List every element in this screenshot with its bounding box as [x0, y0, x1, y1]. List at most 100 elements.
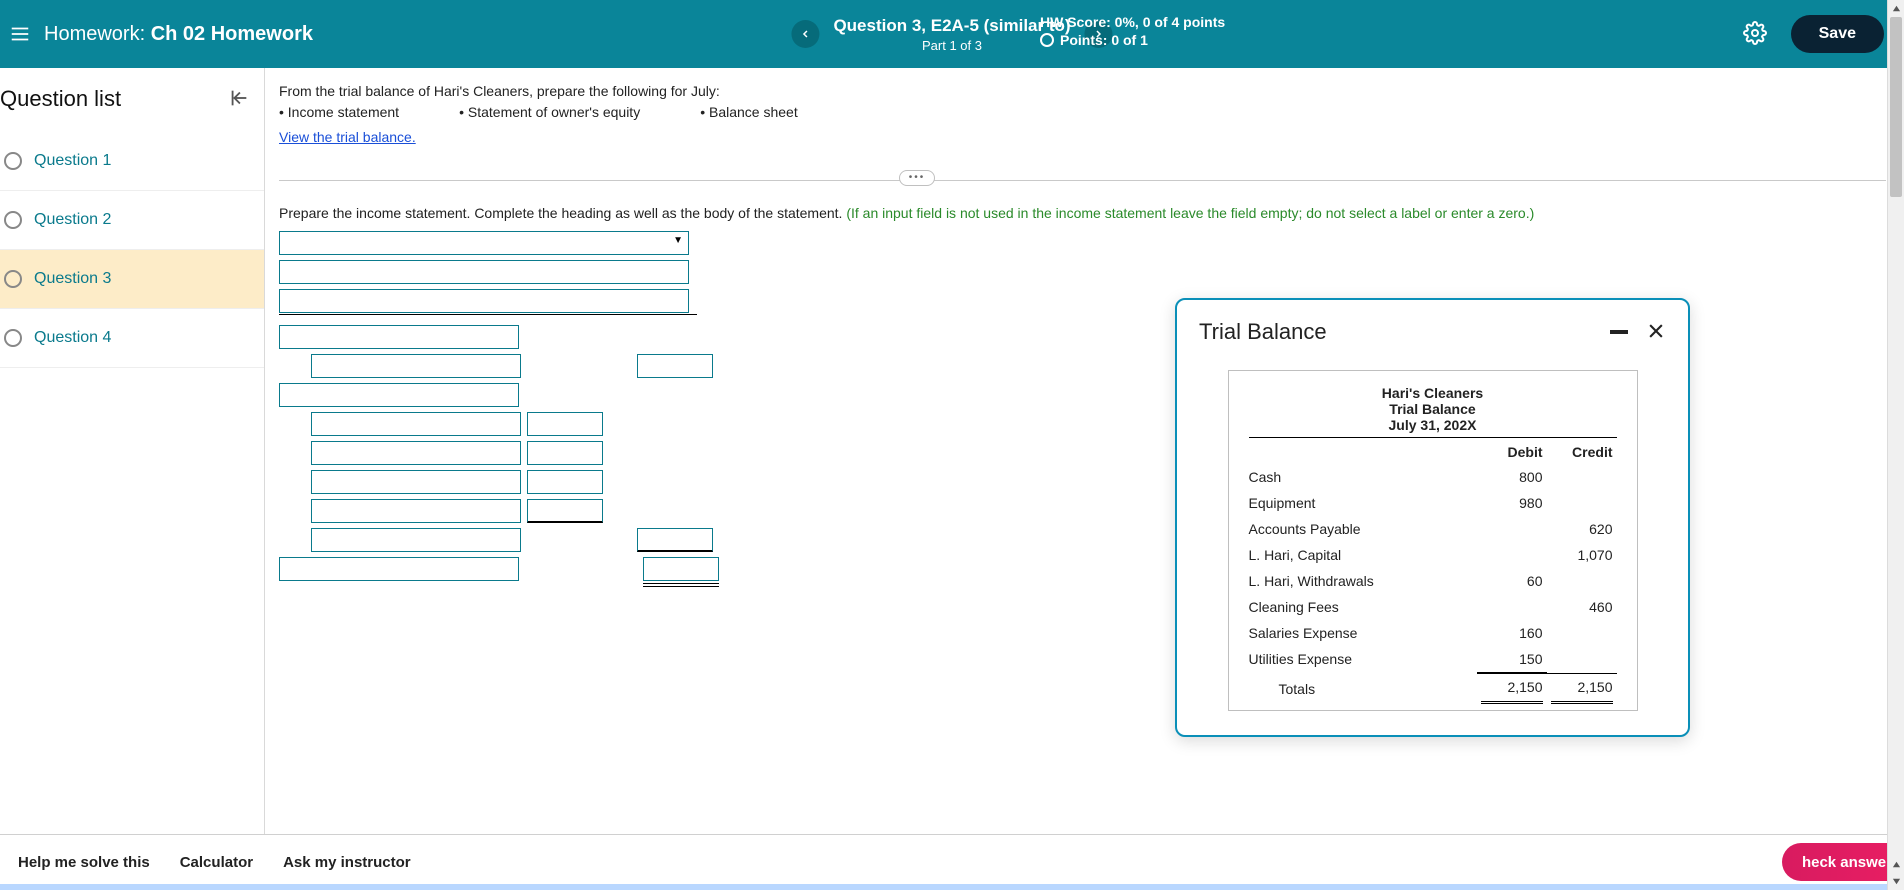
prev-question-button[interactable]: [791, 20, 819, 48]
heading-input-3[interactable]: [279, 289, 689, 313]
top-bar: Homework: Ch 02 Homework Question 3, E2A…: [0, 0, 1904, 68]
expense-amount-input-3[interactable]: [527, 470, 603, 494]
expense-label-input-3[interactable]: [311, 470, 521, 494]
expense-amount-input-2[interactable]: [527, 441, 603, 465]
question-list-sidebar: Question list Question 1 Question 2 Questi…: [0, 68, 265, 890]
instruction-bullet: Income statement: [279, 103, 399, 122]
window-scrollbar[interactable]: [1887, 0, 1904, 890]
tb-credit: [1547, 620, 1617, 646]
trial-balance-popup: Trial Balance Hari's Cleaners Trial Bala…: [1175, 298, 1690, 737]
sidebar-item-label: Question 3: [34, 270, 111, 288]
net-income-amount-input[interactable]: [643, 557, 719, 581]
expense-section-label-input[interactable]: [279, 383, 519, 407]
tb-debit: [1477, 516, 1547, 542]
tb-col-credit: Credit: [1547, 438, 1617, 464]
prepare-hint: (If an input field is not used in the in…: [846, 205, 1534, 221]
tb-credit: [1547, 568, 1617, 594]
scroll-down-icon[interactable]: [1888, 873, 1904, 890]
tb-debit: 160: [1477, 620, 1547, 646]
popup-title: Trial Balance: [1199, 319, 1327, 345]
prepare-text: Prepare the income statement. Complete t…: [279, 205, 846, 221]
save-button[interactable]: Save: [1791, 15, 1884, 53]
status-circle-icon: [4, 211, 22, 229]
tb-company: Hari's Cleaners: [1249, 385, 1617, 401]
tb-col-debit: Debit: [1477, 438, 1547, 464]
tb-total-credit: 2,150: [1547, 673, 1617, 702]
expand-icon[interactable]: •••: [899, 170, 935, 186]
tb-account: Equipment: [1249, 490, 1477, 516]
calculator-link[interactable]: Calculator: [180, 854, 253, 871]
total-expenses-amount-input[interactable]: [637, 528, 713, 552]
tb-debit: 800: [1477, 464, 1547, 490]
help-me-solve-link[interactable]: Help me solve this: [18, 854, 150, 871]
expense-amount-input-4[interactable]: [527, 499, 603, 523]
expense-label-input-1[interactable]: [311, 412, 521, 436]
homework-prefix: Homework:: [44, 23, 151, 45]
sidebar-item-label: Question 2: [34, 211, 111, 229]
menu-icon[interactable]: [0, 23, 40, 45]
question-content: From the trial balance of Hari's Cleaner…: [265, 68, 1904, 890]
scroll-thumb[interactable]: [1890, 17, 1902, 197]
net-income-label-input[interactable]: [279, 557, 519, 581]
sidebar-item-label: Question 4: [34, 329, 111, 347]
tb-totals-label: Totals: [1249, 673, 1477, 702]
sidebar-item-label: Question 1: [34, 152, 111, 170]
heading-select-1[interactable]: [279, 231, 689, 255]
tb-total-debit: 2,150: [1477, 673, 1547, 702]
hw-score: HW Score: 0%, 0 of 4 points: [1040, 14, 1225, 30]
points-status-icon: [1040, 33, 1054, 47]
prepare-instruction: Prepare the income statement. Complete t…: [279, 205, 1886, 221]
scroll-up2-icon[interactable]: [1888, 856, 1904, 873]
total-expenses-label-input[interactable]: [311, 528, 521, 552]
tb-credit: 460: [1547, 594, 1617, 620]
instructions: From the trial balance of Hari's Cleaner…: [279, 82, 1886, 147]
tb-debit: 60: [1477, 568, 1547, 594]
tb-debit: 980: [1477, 490, 1547, 516]
status-circle-icon: [4, 329, 22, 347]
tb-account: L. Hari, Capital: [1249, 542, 1477, 568]
help-bar: Help me solve this Calculator Ask my ins…: [0, 834, 1904, 890]
expense-label-input-4[interactable]: [311, 499, 521, 523]
collapse-sidebar-icon[interactable]: [228, 87, 250, 112]
status-circle-icon: [4, 152, 22, 170]
homework-name: Ch 02 Homework: [151, 23, 313, 45]
gear-icon[interactable]: [1743, 21, 1767, 48]
scroll-track[interactable]: [1888, 17, 1904, 856]
close-icon[interactable]: [1646, 321, 1666, 344]
section-label-input[interactable]: [279, 325, 519, 349]
view-trial-balance-link[interactable]: View the trial balance.: [279, 128, 416, 147]
score-block: HW Score: 0%, 0 of 4 points Points: 0 of…: [1040, 14, 1225, 48]
expense-amount-input-1[interactable]: [527, 412, 603, 436]
instruction-bullet: Statement of owner's equity: [459, 103, 640, 122]
tb-report: Trial Balance: [1249, 401, 1617, 417]
expense-label-input-2[interactable]: [311, 441, 521, 465]
tb-credit: [1547, 464, 1617, 490]
revenue-label-input[interactable]: [311, 354, 521, 378]
points-line: Points: 0 of 1: [1060, 32, 1148, 48]
heading-input-2[interactable]: [279, 260, 689, 284]
tb-account: Cleaning Fees: [1249, 594, 1477, 620]
tb-debit: 150: [1477, 646, 1547, 673]
sidebar-item-question[interactable]: Question 1: [0, 132, 264, 191]
question-title: Question 3, E2A-5 (similar to): [833, 16, 1070, 36]
revenue-amount-input[interactable]: [637, 354, 713, 378]
homework-title: Homework: Ch 02 Homework: [44, 23, 313, 46]
tb-account: Accounts Payable: [1249, 516, 1477, 542]
ask-instructor-link[interactable]: Ask my instructor: [283, 854, 411, 871]
tb-account: L. Hari, Withdrawals: [1249, 568, 1477, 594]
tb-date: July 31, 202X: [1249, 417, 1617, 438]
minimize-icon[interactable]: [1610, 330, 1628, 334]
sidebar-item-question[interactable]: Question 4: [0, 309, 264, 368]
scroll-up-icon[interactable]: [1888, 0, 1904, 17]
tb-credit: 620: [1547, 516, 1617, 542]
tb-credit: [1547, 490, 1617, 516]
part-label: Part 1 of 3: [833, 38, 1070, 53]
check-answer-button[interactable]: heck answer: [1782, 843, 1904, 881]
question-list-title: Question list: [0, 86, 121, 112]
sidebar-item-question[interactable]: Question 2: [0, 191, 264, 250]
instruction-bullet: Balance sheet: [700, 103, 798, 122]
window-bottom-strip: [0, 884, 1887, 890]
sidebar-item-question[interactable]: Question 3: [0, 250, 264, 309]
trial-balance-table: Hari's Cleaners Trial Balance July 31, 2…: [1228, 370, 1638, 711]
status-circle-icon: [4, 270, 22, 288]
